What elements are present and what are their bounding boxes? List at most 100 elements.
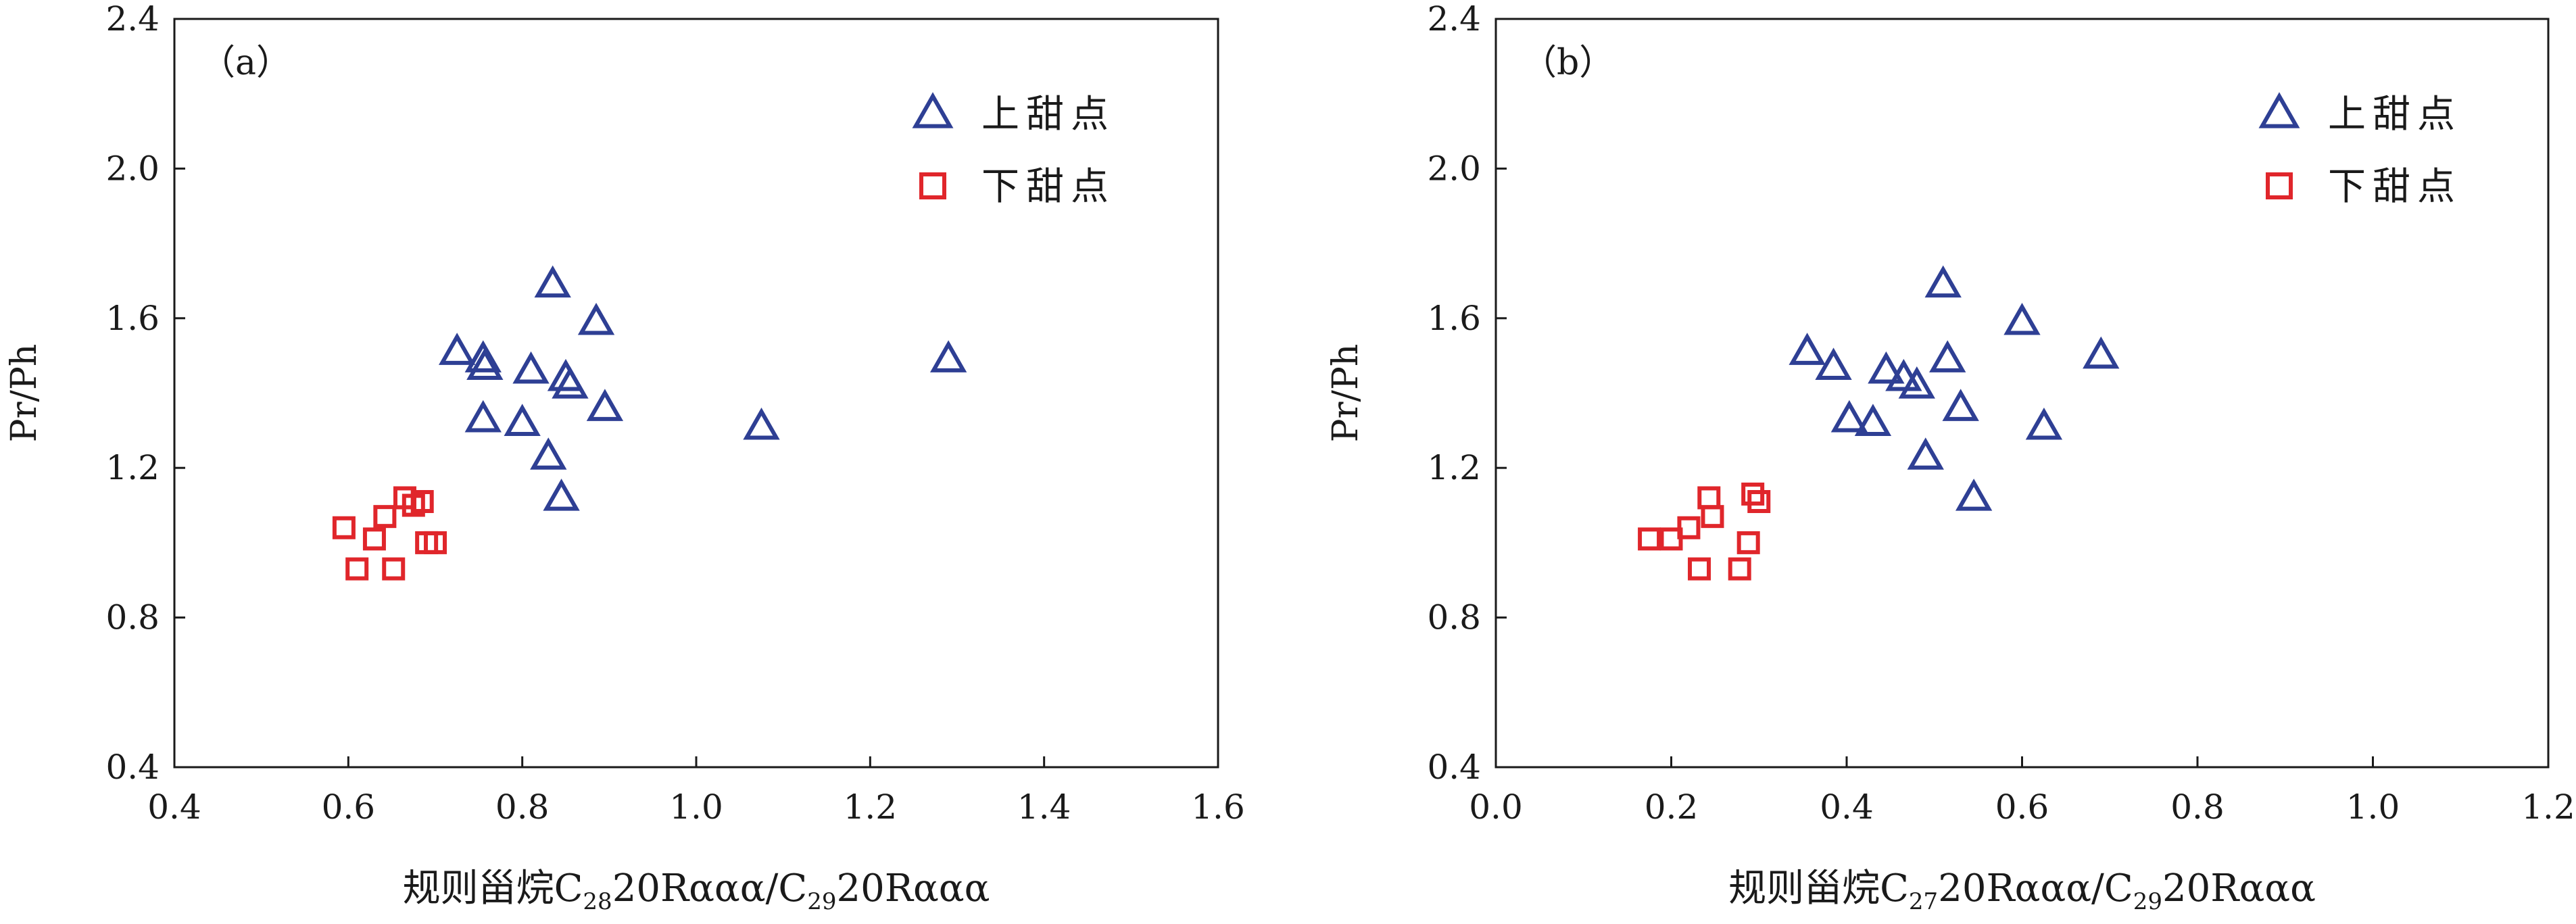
x-tick-label: 1.2 — [844, 787, 898, 827]
data-point-square — [1728, 557, 1751, 581]
data-point-triangle — [1929, 340, 1966, 372]
data-point-square — [332, 516, 356, 539]
x-tick-label: 1.6 — [1191, 787, 1245, 827]
x-tick-label: 1.0 — [669, 787, 723, 827]
data-point-triangle — [1955, 479, 1993, 511]
legend-label: 下甜点 — [981, 165, 1115, 209]
x-axis-label: 规则甾烷C2720Rααα/C2920Rααα — [1728, 867, 2316, 915]
y-axis-label: Pr/Ph — [4, 344, 45, 443]
data-point-square — [1701, 505, 1724, 529]
data-point-triangle — [1907, 437, 1944, 470]
x-tick-label: 0.0 — [1469, 787, 1523, 827]
y-tick-label: 1.2 — [1427, 448, 1481, 487]
y-axis-label: Pr/Ph — [1326, 344, 1366, 443]
y-tick-label: 2.4 — [1427, 0, 1481, 39]
x-tick-label: 0.8 — [495, 787, 550, 827]
data-point-triangle — [464, 340, 502, 372]
x-tick-label: 1.0 — [2346, 787, 2400, 827]
y-tick-label: 0.4 — [1427, 748, 1481, 787]
legend-label: 上甜点 — [981, 93, 1115, 137]
chart-panel-b: 0.0 0.2 0.4 0.6 0.8 1.0 1.2 0.4 0.8 1.2 1.6 2.0 2.4 （… — [1326, 0, 2575, 915]
data-point-square — [1638, 527, 1661, 551]
x-tick-label: 0.8 — [2170, 787, 2225, 827]
legend-label: 上甜点 — [2328, 93, 2462, 137]
panel-label: （b） — [1522, 43, 1614, 83]
data-point-triangle — [2025, 407, 2063, 440]
data-point-triangle — [466, 347, 504, 380]
x-axis-label-subscript: 27 — [1909, 888, 1938, 915]
data-point-square — [1688, 557, 1711, 581]
data-point-triangle — [1854, 404, 1892, 436]
y-tick-label: 0.4 — [105, 748, 160, 787]
data-point-triangle — [1942, 389, 1979, 421]
data-point-triangle — [512, 351, 550, 384]
series-lower-sweet-spot — [1638, 482, 1771, 581]
data-point-square — [410, 490, 434, 514]
y-tick-label: 2.0 — [1427, 149, 1481, 188]
data-point-square — [1697, 486, 1721, 510]
legend-square-icon — [919, 172, 946, 199]
x-axis-label-part: 20Rααα — [837, 867, 990, 910]
chart-panel-a: 0.4 0.6 0.8 1.0 1.2 1.4 1.6 0.4 0.8 1.2 1.6 2.0 2.4 （… — [4, 0, 1245, 915]
x-axis-label-subscript: 29 — [807, 888, 836, 915]
x-axis-label-part: 规则甾烷C — [403, 867, 583, 910]
data-point-triangle — [530, 437, 567, 470]
y-tick-label: 1.6 — [105, 299, 160, 338]
series-upper-sweet-spot — [438, 265, 967, 511]
data-point-square — [1736, 531, 1760, 554]
legend-label: 下甜点 — [2328, 165, 2462, 209]
data-point-triangle — [1924, 265, 1962, 298]
x-axis-label-part: 20Rααα — [2162, 867, 2316, 910]
data-point-triangle — [543, 479, 580, 511]
x-tick-label: 0.4 — [1820, 787, 1874, 827]
y-tick-label: 0.8 — [1427, 598, 1481, 637]
data-point-triangle — [438, 333, 476, 365]
x-tick-label: 1.4 — [1017, 787, 1071, 827]
data-point-triangle — [929, 340, 967, 372]
data-point-triangle — [1815, 347, 1852, 380]
data-point-triangle — [1789, 333, 1826, 365]
data-point-triangle — [1885, 358, 1922, 391]
x-axis-label: 规则甾烷C2820Rααα/C2920Rααα — [403, 867, 990, 915]
x-axis-label-part: 规则甾烷C — [1728, 867, 1909, 910]
data-point-triangle — [1830, 399, 1868, 433]
data-point-triangle — [552, 366, 589, 399]
legend-triangle-icon — [912, 92, 954, 128]
data-point-triangle — [586, 389, 624, 421]
y-tick-label: 2.4 — [105, 0, 160, 39]
data-point-triangle — [504, 404, 541, 436]
y-tick-label: 0.8 — [105, 598, 160, 637]
y-tick-label: 2.0 — [105, 149, 160, 188]
data-point-triangle — [577, 302, 615, 335]
data-point-square — [362, 527, 386, 551]
data-point-square — [373, 505, 397, 529]
data-point-square — [1747, 490, 1771, 514]
data-point-square — [1677, 516, 1701, 539]
legend-square-icon — [2266, 172, 2293, 199]
data-point-triangle — [2083, 336, 2120, 369]
x-tick-label: 0.2 — [1645, 787, 1699, 827]
y-tick-label: 1.6 — [1427, 299, 1481, 338]
data-point-triangle — [534, 265, 571, 298]
x-axis-label-part: 20Rααα/C — [1938, 867, 2133, 910]
panel-label: （a） — [200, 43, 291, 83]
x-tick-label: 1.2 — [2521, 787, 2575, 827]
x-axis-label-subscript: 28 — [583, 888, 612, 915]
data-point-triangle — [743, 407, 780, 440]
x-tick-label: 0.6 — [1995, 787, 2049, 827]
data-point-square — [382, 557, 406, 581]
series-upper-sweet-spot — [1789, 265, 2120, 511]
x-tick-label: 0.6 — [322, 787, 376, 827]
x-tick-label: 0.4 — [147, 787, 201, 827]
data-point-triangle — [1898, 366, 1935, 399]
y-tick-label: 1.2 — [105, 448, 160, 487]
series-lower-sweet-spot — [332, 486, 447, 581]
data-point-square — [345, 557, 369, 581]
data-point-triangle — [464, 399, 502, 433]
legend-triangle-icon — [2258, 92, 2300, 128]
data-point-triangle — [2003, 302, 2041, 335]
data-point-triangle — [1868, 351, 1905, 384]
